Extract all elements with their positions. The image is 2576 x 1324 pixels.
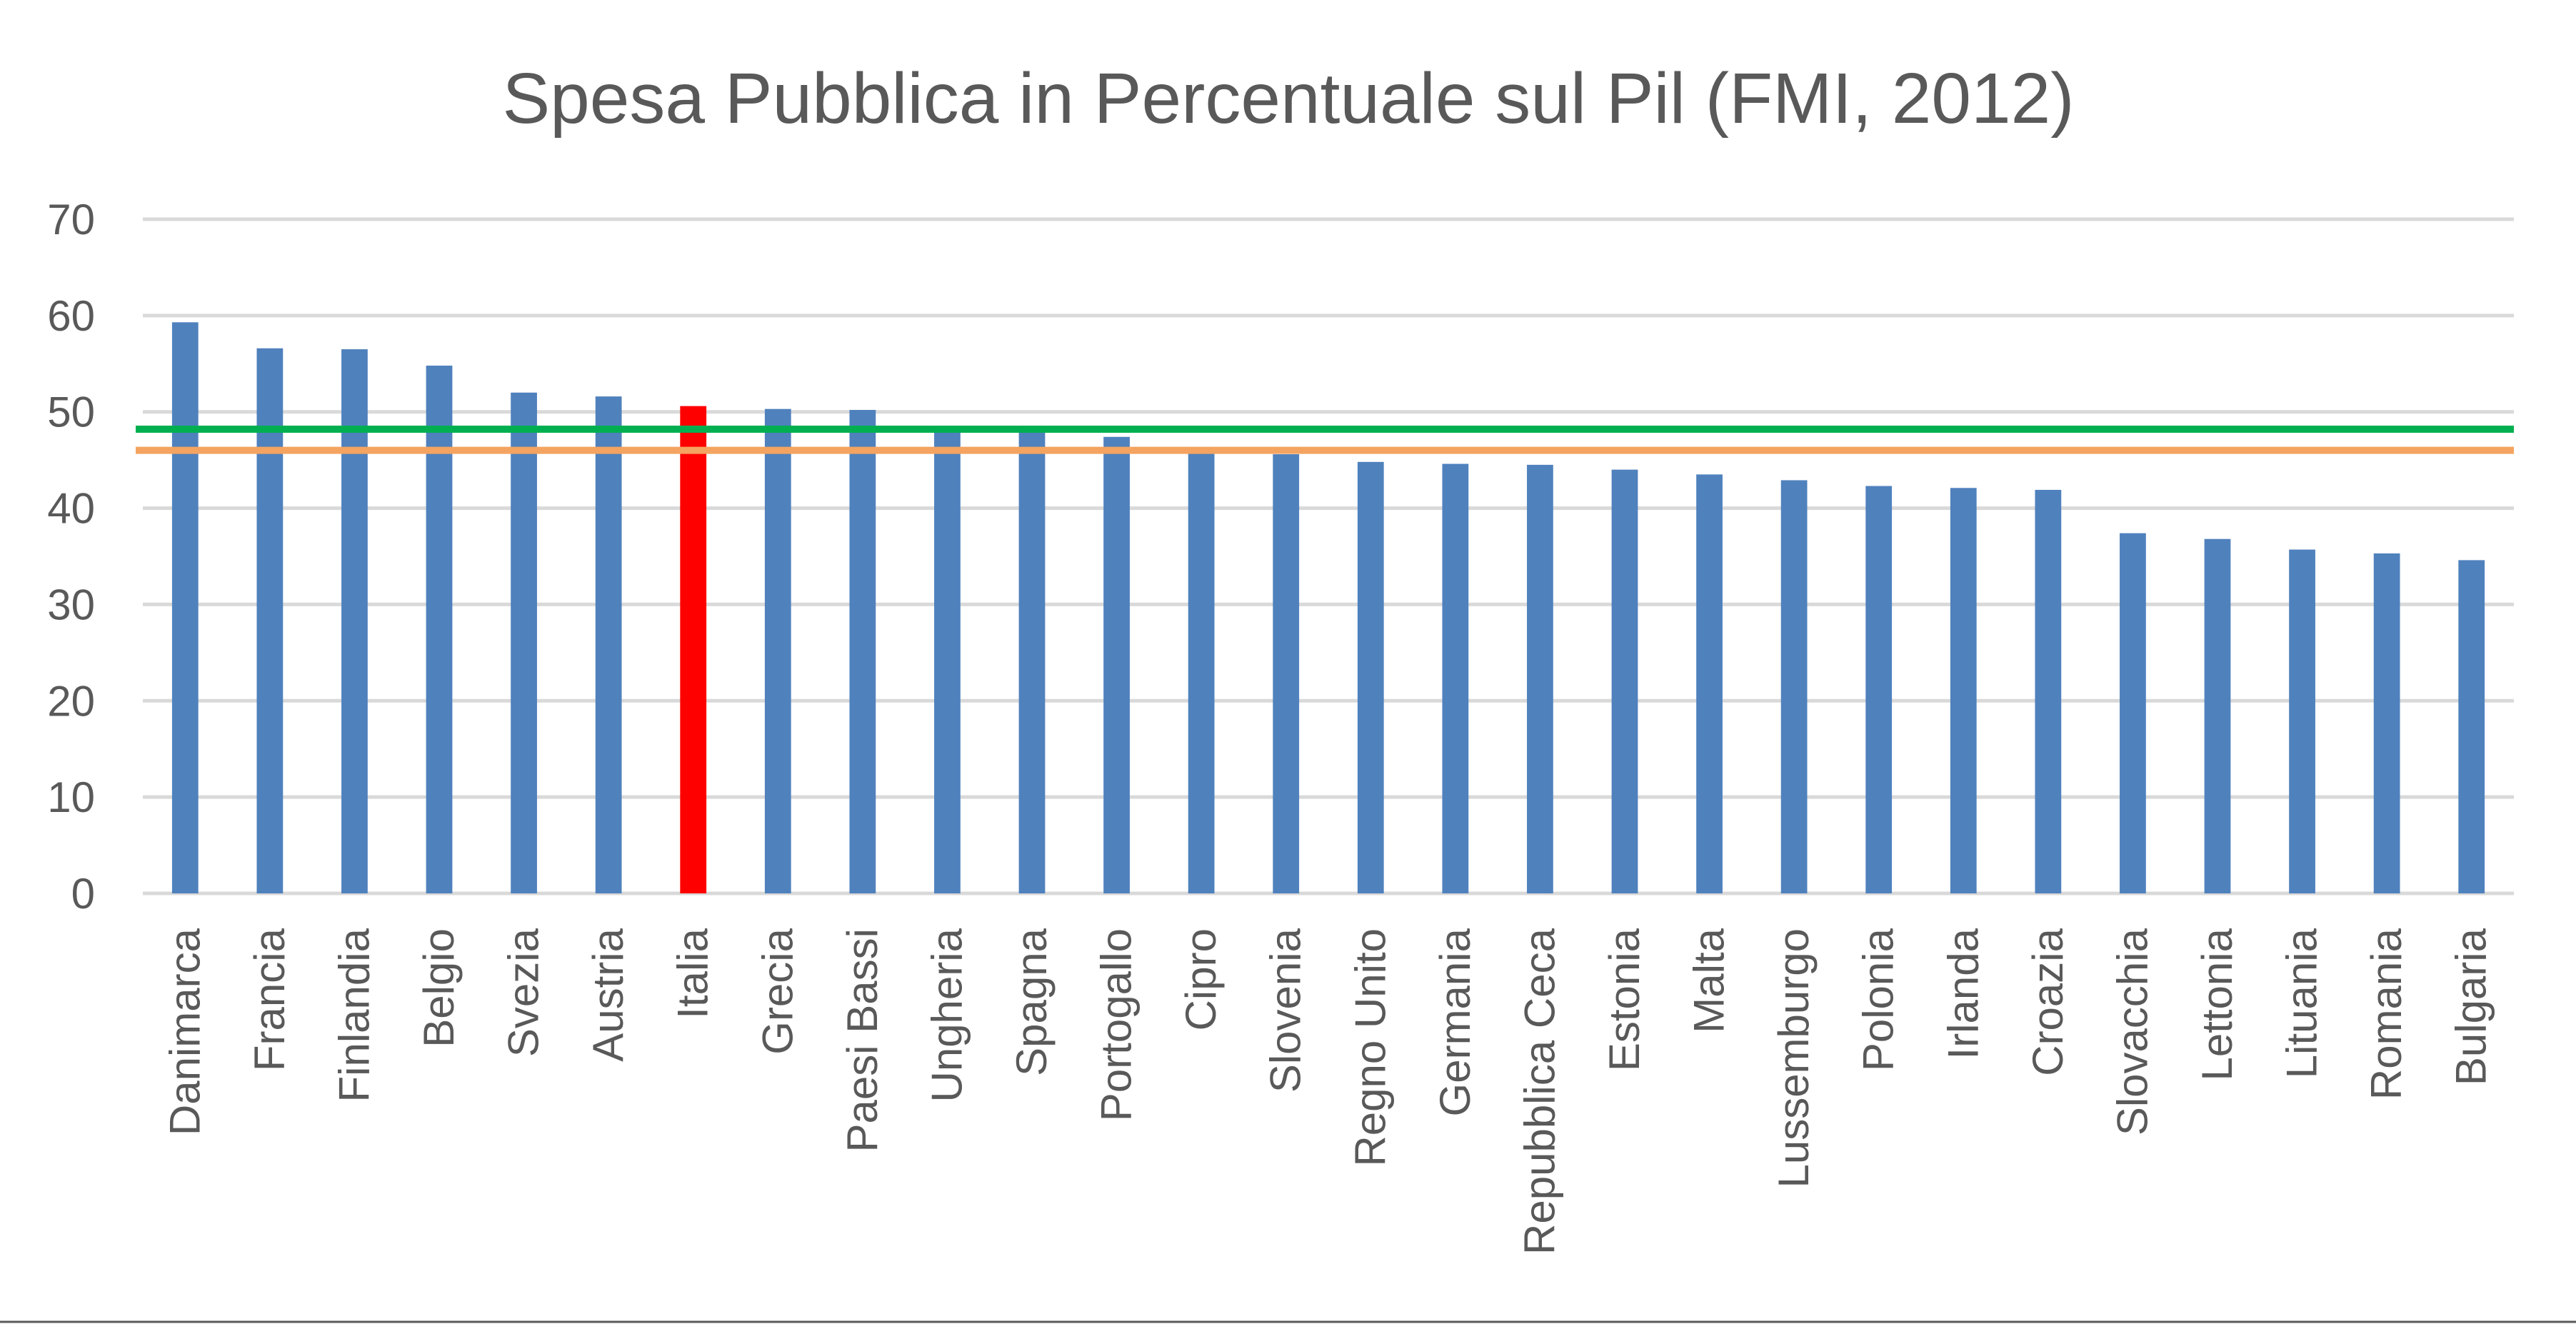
x-tick-label: Italia [669,928,717,1018]
bar-lituania [2289,549,2315,893]
bar-italia [680,406,707,893]
bar-paesi-bassi [849,410,876,893]
x-tick-label: Belgio [415,928,463,1048]
bar-francia [256,348,284,893]
x-tick-label: Grecia [753,928,801,1054]
bar-bulgaria [2458,560,2485,893]
bar-slovacchia [2120,533,2146,893]
reference-lines [136,425,2514,454]
bar-lussemburgo [1780,480,1808,893]
bar-belgio [426,365,453,893]
bar-estonia [1611,469,1638,893]
x-axis-labels: Danimarca Francia Finlandia Belgio Svezia Aus… [161,928,2495,1255]
x-tick-label: Finlandia [330,928,378,1102]
y-tick-label: 60 [47,292,95,340]
x-tick-label: Lituania [2278,928,2326,1078]
x-tick-label: Lettonia [2193,928,2241,1080]
x-tick-label: Francia [246,928,294,1071]
bar-regno-unito [1357,461,1384,893]
chart-title: Spesa Pubblica in Percentuale sul Pil (F… [502,59,2074,139]
x-tick-label: Malta [1685,928,1733,1033]
x-tick-label: Ungheria [923,928,971,1102]
x-tick-label: Germania [1431,928,1479,1116]
bar-austria [595,396,622,893]
y-tick-label: 50 [47,388,95,436]
gridlines [143,217,2514,896]
x-tick-label: Danimarca [161,928,209,1135]
bar-germania [1442,463,1469,893]
bar-portogallo [1103,436,1130,893]
x-tick-label: Polonia [1855,928,1903,1071]
x-tick-label: Cipro [1177,928,1225,1030]
y-tick-label: 0 [71,870,95,918]
bar-danimarca [171,322,199,894]
bar-romania [2373,553,2400,893]
x-tick-label: Bulgaria [2447,928,2495,1085]
bar-grecia [764,408,791,893]
bar-croazia [2035,489,2062,893]
y-tick-label: 40 [47,485,95,533]
bar-ungheria [934,428,961,893]
x-tick-label: Spagna [1008,928,1056,1075]
x-tick-label: Austria [584,928,632,1061]
bar-svezia [511,392,537,893]
x-tick-label: Portogallo [1093,928,1141,1121]
x-tick-label: Estonia [1600,928,1648,1071]
bar-lettonia [2204,538,2231,893]
bar-polonia [1865,486,1893,893]
bars [171,322,2485,894]
x-tick-label: Svezia [500,928,548,1057]
y-tick-label: 10 [47,773,95,821]
bar-slovenia [1273,454,1300,893]
x-tick-label: Irlanda [1939,928,1987,1059]
x-tick-label: Regno Unito [1346,928,1394,1167]
y-tick-label: 30 [47,581,95,628]
x-tick-label: Paesi Bassi [838,928,886,1152]
x-tick-label: Croazia [2024,928,2072,1075]
bar-finlandia [341,349,368,893]
bar-spagna [1018,428,1046,893]
y-tick-label: 20 [47,677,95,725]
x-tick-label: Slovenia [1262,928,1310,1093]
bar-cipro [1188,448,1215,893]
x-tick-label: Romania [2362,928,2410,1100]
bar-repubblica-ceca [1527,464,1553,893]
y-axis-ticks: 0 10 20 30 40 50 60 70 [47,196,95,918]
x-tick-label: Lussemburgo [1770,928,1818,1188]
bar-irlanda [1950,488,1977,893]
x-tick-label: Repubblica Ceca [1515,928,1563,1255]
bar-malta [1696,474,1723,893]
x-tick-label: Slovacchia [2108,928,2156,1135]
y-tick-label: 70 [47,196,95,244]
